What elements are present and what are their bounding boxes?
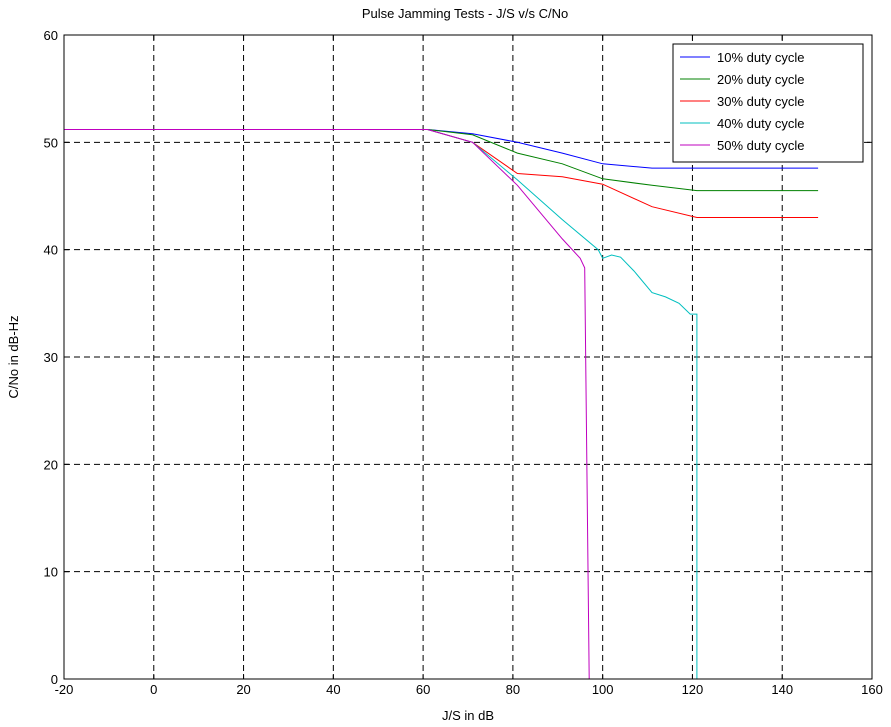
y-axis-label: C/No in dB-Hz — [6, 315, 21, 398]
chart-title: Pulse Jamming Tests - J/S v/s C/No — [362, 6, 568, 21]
y-tick-label: 50 — [44, 135, 58, 150]
y-tick-label: 60 — [44, 28, 58, 43]
x-tick-label: 120 — [682, 682, 704, 697]
x-tick-label: 100 — [592, 682, 614, 697]
x-tick-label: 40 — [326, 682, 340, 697]
legend-box — [672, 43, 864, 163]
y-tick-label: 30 — [44, 350, 58, 365]
y-tick-label: 10 — [44, 565, 58, 580]
x-tick-label: 160 — [861, 682, 883, 697]
x-tick-label: 0 — [150, 682, 157, 697]
legend-label: 30% duty cycle — [717, 94, 804, 109]
x-tick-label: 20 — [236, 682, 250, 697]
series-line — [64, 129, 698, 679]
y-tick-label: 40 — [44, 243, 58, 258]
legend-label: 40% duty cycle — [717, 116, 804, 131]
series-lines — [64, 129, 819, 680]
series-line — [64, 129, 590, 680]
y-tick-label: 0 — [51, 672, 58, 687]
legend-label: 20% duty cycle — [717, 72, 804, 87]
x-axis-label: J/S in dB — [442, 708, 494, 723]
legend-label: 10% duty cycle — [717, 50, 804, 65]
x-tick-label: 140 — [771, 682, 793, 697]
legend: 10% duty cycle 20% duty cycle 30% duty cyc… — [672, 43, 864, 163]
legend-label: 50% duty cycle — [717, 138, 804, 153]
series-line — [64, 129, 819, 192]
y-tick-label: 20 — [44, 457, 58, 472]
x-tick-label: 60 — [416, 682, 430, 697]
x-tick-label: -20 — [55, 682, 74, 697]
grid-lines — [64, 35, 872, 679]
x-tick-label: 80 — [506, 682, 520, 697]
